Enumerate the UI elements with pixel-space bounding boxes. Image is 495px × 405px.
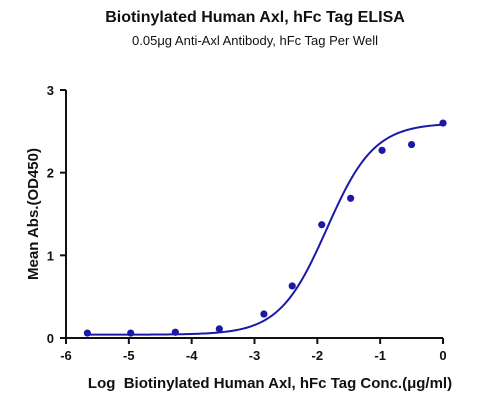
fit-curve bbox=[87, 123, 444, 336]
data-point bbox=[378, 146, 386, 154]
data-point bbox=[318, 221, 326, 229]
axes bbox=[65, 90, 443, 339]
fit-curves bbox=[87, 123, 444, 336]
x-tick-label: -5 bbox=[123, 348, 135, 363]
y-tick-label: 3 bbox=[47, 83, 54, 98]
data-point bbox=[439, 119, 447, 127]
data-point bbox=[347, 194, 355, 202]
y-tick-label: 0 bbox=[47, 331, 54, 346]
data-point bbox=[260, 310, 268, 318]
x-axis-label: Log Biotinylated Human Axl, hFc Tag Conc… bbox=[88, 375, 452, 392]
x-tick-label: -3 bbox=[249, 348, 261, 363]
data-point bbox=[127, 329, 135, 337]
x-tick-label: -2 bbox=[312, 348, 324, 363]
data-point bbox=[288, 282, 296, 290]
data-points bbox=[83, 119, 447, 337]
y-tick-label: 2 bbox=[47, 166, 54, 181]
chart-subtitle: 0.05μg Anti-Axl Antibody, hFc Tag Per We… bbox=[132, 33, 378, 48]
chart-title: Biotinylated Human Axl, hFc Tag ELISA bbox=[105, 9, 405, 26]
tick-marks bbox=[60, 89, 444, 344]
x-tick-label: -6 bbox=[60, 348, 72, 363]
x-tick-label: 0 bbox=[439, 348, 446, 363]
x-tick-label: -4 bbox=[186, 348, 198, 363]
data-point bbox=[171, 328, 179, 336]
y-tick-label: 1 bbox=[47, 248, 54, 263]
data-point bbox=[407, 140, 416, 149]
data-point bbox=[83, 329, 91, 337]
x-tick-label: -1 bbox=[374, 348, 386, 363]
tick-labels: -6 -5 -4 -3 -2 -1 0 0 1 2 3 bbox=[47, 83, 447, 363]
y-axis-label: Mean Abs.(OD450) bbox=[25, 148, 42, 280]
data-point bbox=[215, 325, 223, 333]
